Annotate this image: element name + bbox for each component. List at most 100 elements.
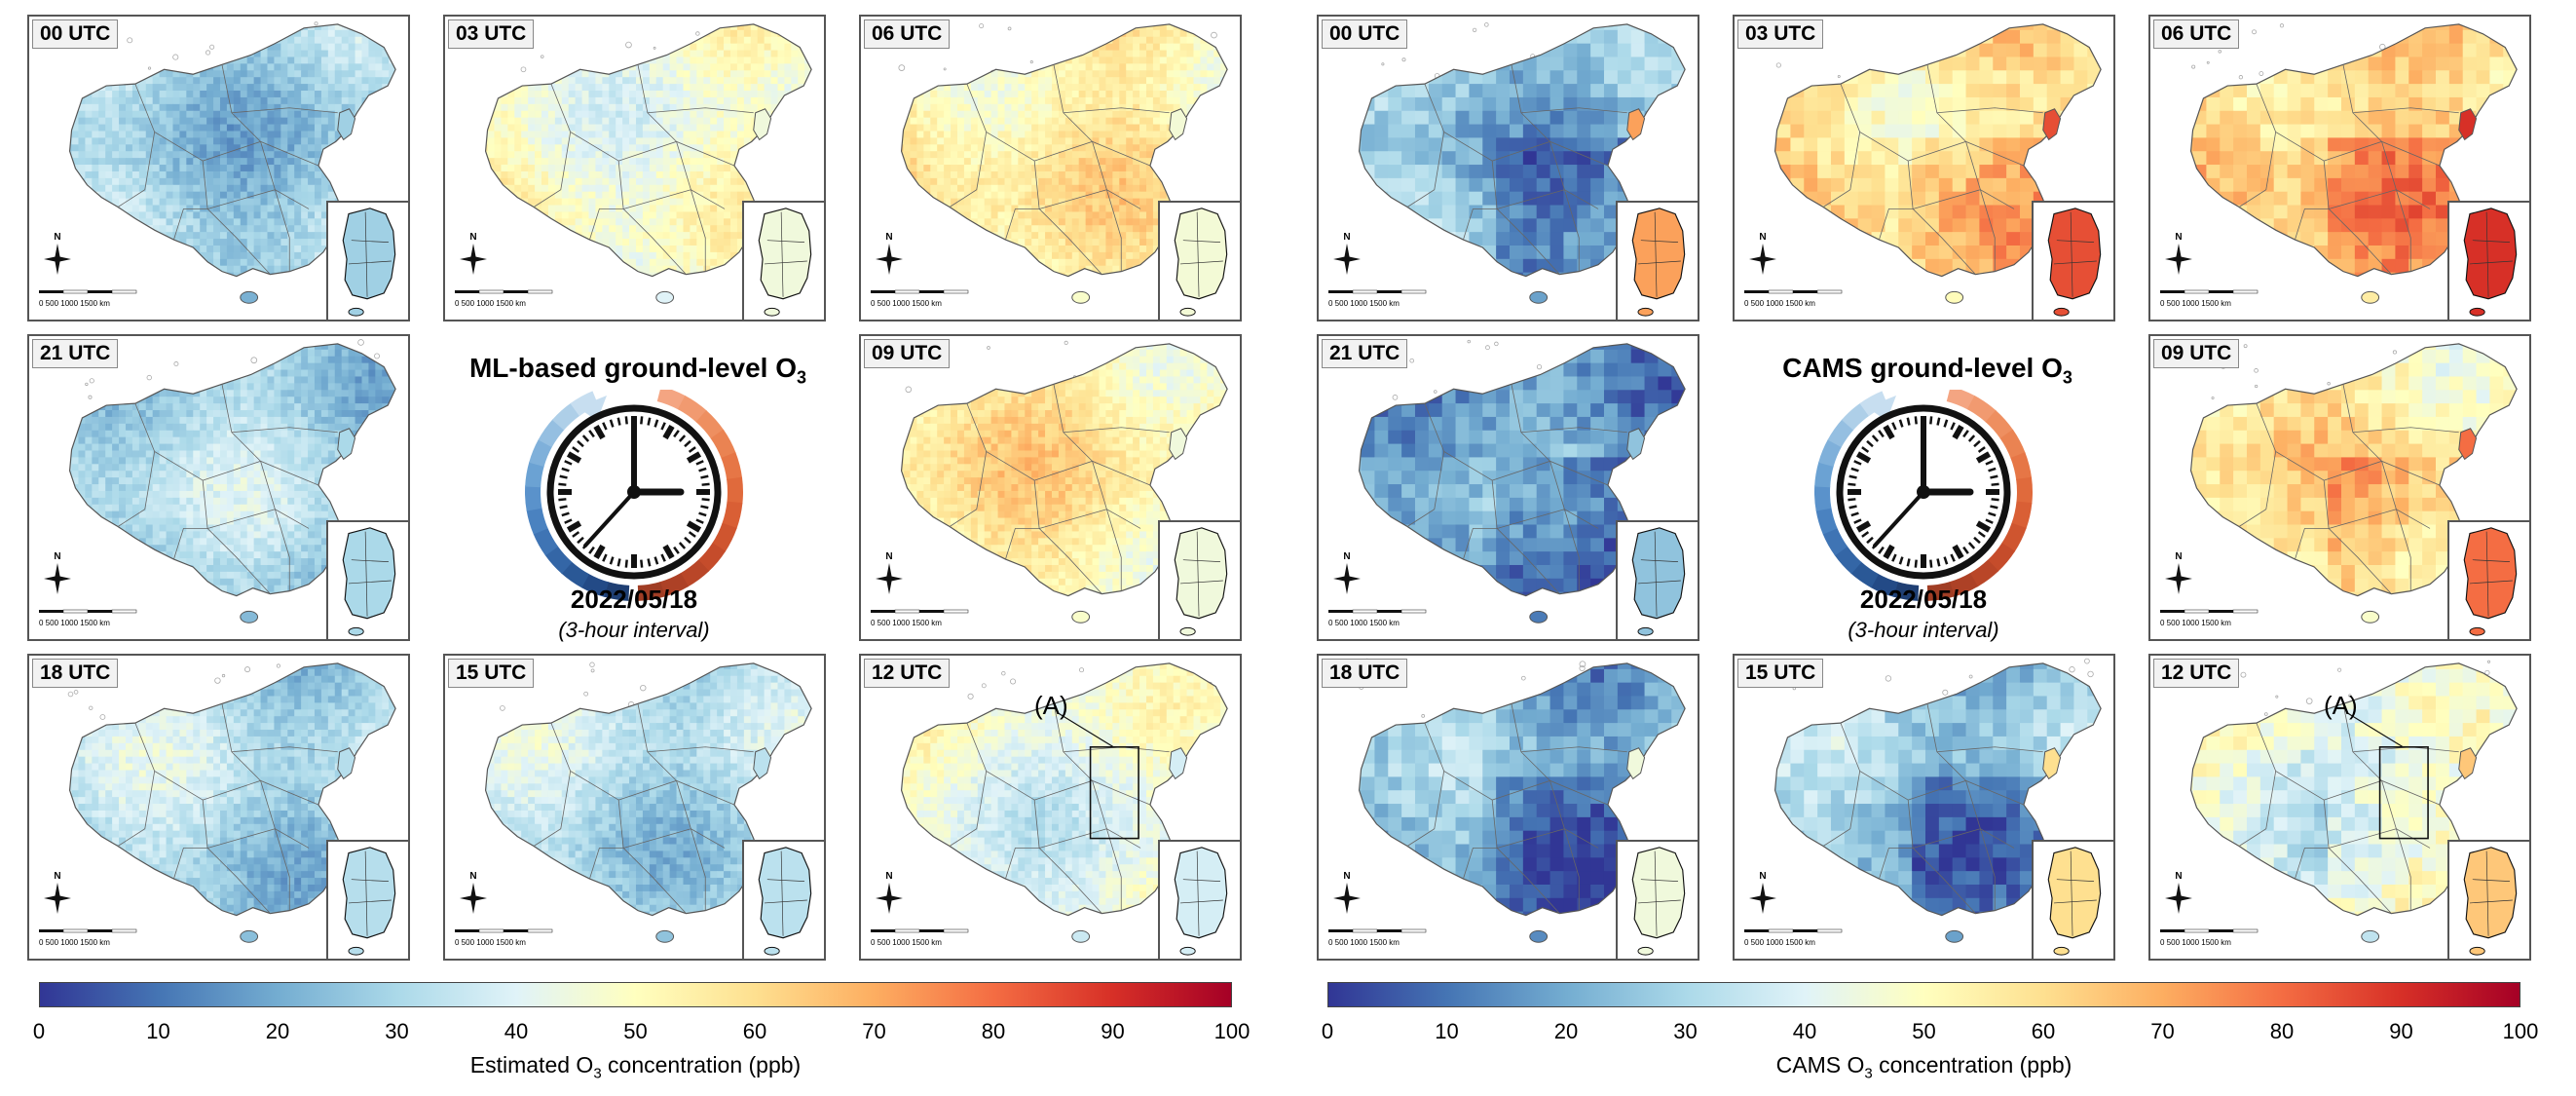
scale-bar: 0 500 1000 1500 km (455, 289, 553, 308)
north-arrow-icon: N (2165, 871, 2192, 914)
time-label: 09 UTC (864, 339, 951, 368)
korea-peninsula (337, 108, 356, 141)
colorbar-tick-label: 70 (862, 1019, 885, 1044)
scale-bar: 0 500 1000 1500 km (2160, 609, 2259, 627)
north-arrow-icon: N (44, 232, 71, 275)
time-label: 00 UTC (1322, 19, 1408, 49)
colorbar-tick-label: 20 (266, 1019, 289, 1044)
left-clock-icon (525, 390, 743, 601)
north-arrow-icon: N (460, 232, 487, 275)
colorbar-tick-label: 0 (33, 1019, 45, 1044)
korea-peninsula (337, 747, 356, 780)
korea-peninsula (337, 428, 356, 461)
china-map (2189, 23, 2518, 304)
korea-inset-map (326, 520, 408, 639)
time-label: 09 UTC (2153, 339, 2240, 368)
north-arrow-icon: N (1333, 232, 1361, 275)
left-panel-06utc: 06 UTC N 0 500 1000 1500 km (859, 15, 1242, 321)
korea-inset-map (2447, 520, 2529, 639)
annotation-label: (A) (2324, 691, 2358, 721)
korea-inset-map (1616, 840, 1698, 959)
scale-bar: 0 500 1000 1500 km (1744, 928, 1843, 947)
left-panel-12utc: 12 UTC (A) N 0 500 1000 1500 km (859, 654, 1242, 961)
north-arrow-icon: N (1749, 232, 1776, 275)
korea-peninsula (2458, 108, 2478, 141)
right-panel-15utc: 15 UTC N 0 500 1000 1500 km (1733, 654, 2115, 961)
right-cb-label-suffix: concentration (ppb) (1873, 1052, 2072, 1077)
scale-bar: 0 500 1000 1500 km (455, 928, 553, 947)
right-panel-12utc: 12 UTC (A) N 0 500 1000 1500 km (2148, 654, 2531, 961)
colorbar-tick-label: 10 (1435, 1019, 1458, 1044)
colorbar-tick-label: 10 (146, 1019, 169, 1044)
scale-bar: 0 500 1000 1500 km (39, 289, 137, 308)
right-panel-00utc: 00 UTC N 0 500 1000 1500 km (1317, 15, 1699, 321)
scale-bar: 0 500 1000 1500 km (39, 928, 137, 947)
time-label: 00 UTC (32, 19, 119, 49)
left-cb-label-prefix: Estimated O (470, 1052, 594, 1077)
right-title-sub: 3 (2063, 368, 2072, 388)
left-title-sub: 3 (797, 368, 806, 388)
right-colorbar-label: CAMS O3 concentration (ppb) (1327, 1052, 2520, 1082)
left-panel-15utc: 15 UTC N 0 500 1000 1500 km (443, 654, 826, 961)
korea-peninsula (2042, 747, 2062, 780)
left-panel-18utc: 18 UTC N 0 500 1000 1500 km (27, 654, 410, 961)
left-center-title: ML-based ground-level O3 (458, 353, 818, 389)
korea-inset-map (742, 840, 824, 959)
scale-bar: 0 500 1000 1500 km (1328, 289, 1427, 308)
korea-peninsula (1626, 108, 1646, 141)
left-interval: (3-hour interval) (507, 618, 761, 643)
north-arrow-icon: N (460, 871, 487, 914)
korea-inset-map (2032, 201, 2113, 320)
north-arrow-icon: N (876, 551, 903, 594)
colorbar-tick-label: 0 (1322, 1019, 1333, 1044)
north-arrow-icon: N (876, 871, 903, 914)
left-colorbar (39, 982, 1232, 1007)
korea-inset-map (1616, 520, 1698, 639)
north-arrow-icon: N (1749, 871, 1776, 914)
right-panel-21utc: 21 UTC N 0 500 1000 1500 km (1317, 334, 1699, 641)
colorbar-tick-label: 70 (2150, 1019, 2174, 1044)
korea-inset-map (326, 840, 408, 959)
time-label: 15 UTC (448, 659, 535, 688)
korea-inset-map (1158, 840, 1240, 959)
korea-inset-map (2032, 840, 2113, 959)
colorbar-tick-label: 90 (1101, 1019, 1124, 1044)
time-label: 12 UTC (864, 659, 951, 688)
scale-bar: 0 500 1000 1500 km (1744, 289, 1843, 308)
north-arrow-icon: N (44, 871, 71, 914)
left-cb-label-sub: 3 (593, 1066, 601, 1082)
korea-peninsula (1169, 108, 1188, 141)
korea-peninsula (2458, 428, 2478, 461)
right-cb-label-sub: 3 (1864, 1066, 1872, 1082)
svg-text:0 500 1000 1500 km: 0 500 1000 1500 km (39, 299, 110, 308)
korea-peninsula (753, 747, 772, 780)
colorbar-tick-label: 100 (2503, 1019, 2539, 1044)
left-panel-03utc: 03 UTC N 0 500 1000 1500 km (443, 15, 826, 321)
right-cb-label-prefix: CAMS O (1776, 1052, 1865, 1077)
north-arrow-icon: N (876, 232, 903, 275)
right-colorbar (1327, 982, 2520, 1007)
annotation-box (1089, 746, 1139, 840)
scale-bar: 0 500 1000 1500 km (2160, 289, 2259, 308)
colorbar-tick-label: 100 (1214, 1019, 1251, 1044)
colorbar-tick-label: 20 (1554, 1019, 1578, 1044)
korea-peninsula (1626, 428, 1646, 461)
north-arrow-icon: N (2165, 551, 2192, 594)
right-panel-03utc: 03 UTC N 0 500 1000 1500 km (1733, 15, 2115, 321)
time-label: 18 UTC (1322, 659, 1408, 688)
colorbar-tick-label: 50 (1912, 1019, 1935, 1044)
scale-bar: 0 500 1000 1500 km (1328, 609, 1427, 627)
right-colorbar-ticks: 0 10 20 30 40 50 60 70 80 90 100 (1322, 1019, 2538, 1048)
korea-peninsula (1626, 747, 1646, 780)
right-panel-06utc: 06 UTC N 0 500 1000 1500 km (2148, 15, 2531, 321)
left-title-text: ML-based ground-level O (469, 353, 797, 383)
scale-bar: 0 500 1000 1500 km (871, 928, 969, 947)
right-center-title: CAMS ground-level O3 (1747, 353, 2108, 389)
colorbar-tick-label: 80 (982, 1019, 1005, 1044)
colorbar-tick-label: 50 (623, 1019, 647, 1044)
colorbar-tick-label: 30 (385, 1019, 408, 1044)
time-label: 03 UTC (1737, 19, 1824, 49)
time-label: 06 UTC (864, 19, 951, 49)
korea-peninsula (753, 108, 772, 141)
north-arrow-icon: N (1333, 871, 1361, 914)
